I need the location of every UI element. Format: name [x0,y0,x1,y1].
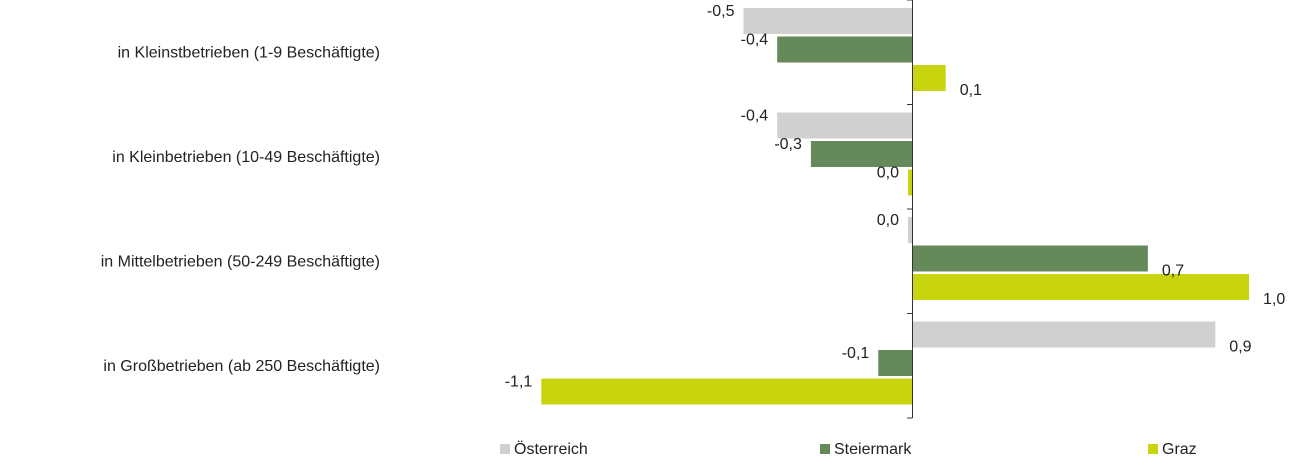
category-label: in Großbetrieben (ab 250 Beschäftigte) [103,358,380,375]
bar--sterreich [908,217,912,243]
data-label: -0,1 [842,345,870,362]
legend-label: Österreich [514,440,588,458]
legend-swatch [500,444,510,454]
bar--sterreich [912,321,1216,348]
bar-steiermark [912,245,1148,272]
data-label: -0,5 [707,3,735,20]
bar-graz [912,274,1249,300]
bar-graz [912,65,946,91]
data-label: 1,0 [1263,291,1285,308]
legend-swatch [820,444,830,454]
legend-label: Graz [1162,441,1197,458]
legend-label: Steiermark [834,441,912,458]
category-label: in Mittelbetrieben (50-249 Beschäftigte) [101,253,380,270]
category-label: in Kleinbetrieben (10-49 Beschäftigte) [112,149,380,166]
legend-swatch [1148,444,1158,454]
data-label: -0,3 [774,136,802,153]
data-label: -0,4 [741,108,769,125]
data-label: 0,9 [1229,339,1251,356]
bar-graz [541,378,912,405]
bar-steiermark [810,141,912,167]
data-label: -0,4 [741,32,769,49]
data-label: 0,7 [1162,263,1184,280]
bar--sterreich [743,8,912,34]
bar-graz [908,169,912,196]
data-label: 0,0 [877,165,899,182]
data-label: 0,0 [877,212,899,229]
bar-steiermark [777,36,912,63]
category-label: in Kleinstbetrieben (1-9 Beschäftigte) [118,44,380,61]
bar--sterreich [777,112,912,139]
data-label: -1,1 [505,374,533,391]
bar-steiermark [878,350,912,376]
data-label: 0,1 [960,82,982,99]
